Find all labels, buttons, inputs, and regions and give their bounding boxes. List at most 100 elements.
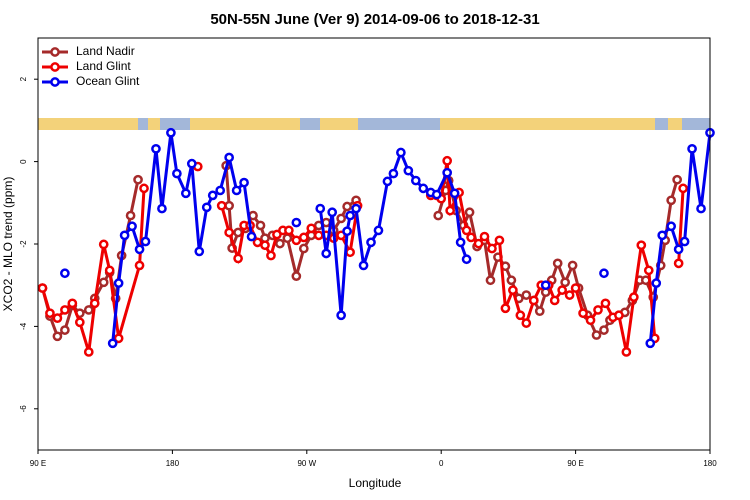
data-point xyxy=(442,167,453,178)
data-point xyxy=(557,285,568,295)
data-point xyxy=(231,185,242,196)
data-point xyxy=(487,243,497,254)
data-point xyxy=(98,239,109,250)
data-point xyxy=(445,205,456,216)
data-point xyxy=(127,221,137,232)
data-point xyxy=(266,250,276,261)
legend-marker xyxy=(50,62,60,72)
data-point xyxy=(98,277,109,288)
data-point xyxy=(388,168,399,179)
data-point xyxy=(246,231,257,242)
data-point xyxy=(351,203,361,214)
land-strip xyxy=(38,118,138,130)
land-strip xyxy=(440,118,655,130)
data-point xyxy=(172,168,182,179)
data-point xyxy=(373,225,384,236)
data-point xyxy=(567,260,578,271)
x-tick-label: 90 E xyxy=(567,459,583,468)
data-point xyxy=(570,283,581,293)
data-point xyxy=(125,210,136,221)
data-point xyxy=(107,338,118,349)
data-point xyxy=(284,225,294,236)
data-point xyxy=(215,185,226,196)
data-point xyxy=(140,236,151,247)
y-axis-label: XCO2 - MLO trend (ppm) xyxy=(1,177,15,312)
data-point xyxy=(224,200,234,211)
data-point xyxy=(201,202,212,213)
data-point xyxy=(133,174,143,185)
data-point xyxy=(506,275,517,286)
data-point xyxy=(298,243,309,254)
data-point xyxy=(306,223,317,234)
data-point xyxy=(282,233,293,244)
data-point xyxy=(83,305,94,315)
data-point xyxy=(255,220,266,231)
data-point xyxy=(134,244,145,255)
data-point xyxy=(449,188,460,199)
data-point xyxy=(628,292,639,302)
data-point xyxy=(60,305,70,315)
data-point xyxy=(528,295,539,306)
data-point xyxy=(313,230,324,241)
data-point xyxy=(666,195,677,206)
data-point xyxy=(455,237,466,248)
data-point xyxy=(336,310,346,321)
data-point xyxy=(366,237,376,248)
data-point xyxy=(560,277,570,288)
data-point xyxy=(67,298,78,309)
x-tick-label: 0 xyxy=(439,459,444,468)
data-point xyxy=(233,253,243,264)
data-point xyxy=(534,306,545,317)
land-strip xyxy=(148,118,160,130)
data-point xyxy=(696,203,706,214)
data-point xyxy=(673,258,684,269)
data-point xyxy=(591,330,602,340)
data-point xyxy=(515,310,526,321)
data-point xyxy=(345,247,355,258)
data-point xyxy=(585,315,596,326)
data-point xyxy=(291,271,302,281)
data-point xyxy=(494,235,505,246)
data-point xyxy=(166,127,176,138)
data-point xyxy=(521,290,532,300)
x-tick-label: 90 E xyxy=(30,459,46,468)
data-point xyxy=(382,176,393,187)
data-point xyxy=(418,183,429,194)
data-point xyxy=(315,203,326,214)
data-point xyxy=(666,221,677,232)
surface-strip xyxy=(38,118,710,130)
data-point xyxy=(485,275,496,286)
data-point xyxy=(60,268,70,279)
data-point xyxy=(479,231,490,242)
legend-label: Land Glint xyxy=(76,59,131,73)
data-point xyxy=(52,331,63,342)
data-point xyxy=(248,210,258,221)
data-point xyxy=(342,226,352,237)
y-tick-label: 0 xyxy=(19,159,28,164)
legend-marker xyxy=(50,47,60,57)
data-point xyxy=(260,240,270,251)
data-point xyxy=(194,246,205,257)
data-point xyxy=(134,260,145,271)
data-point xyxy=(291,235,302,246)
data-point xyxy=(180,188,191,199)
x-tick-label: 90 W xyxy=(297,459,316,468)
legend-label: Ocean Glint xyxy=(76,74,140,88)
data-point xyxy=(599,268,609,279)
data-point xyxy=(464,207,475,218)
data-point xyxy=(275,238,285,249)
data-point xyxy=(549,295,560,306)
y-tick-label: -2 xyxy=(19,240,28,248)
data-point xyxy=(657,230,668,241)
data-point xyxy=(113,278,124,288)
data-point xyxy=(113,333,124,344)
y-tick-label: -6 xyxy=(19,405,28,413)
legend-label: Land Nadir xyxy=(76,44,135,58)
plot-area xyxy=(37,127,715,357)
data-point xyxy=(104,265,115,276)
data-point xyxy=(431,189,442,200)
data-point xyxy=(74,317,85,328)
data-point xyxy=(151,143,161,154)
